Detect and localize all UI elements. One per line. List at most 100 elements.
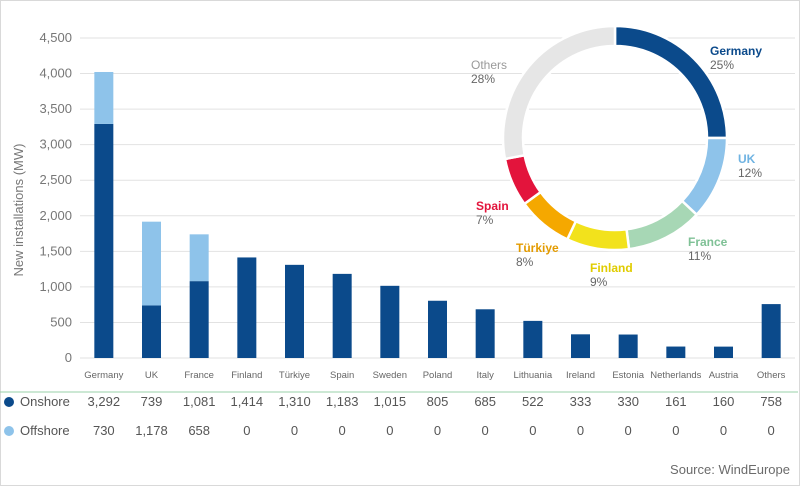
bar-onshore bbox=[142, 305, 161, 358]
category-label: Ireland bbox=[566, 370, 595, 381]
y-tick-label: 3,000 bbox=[39, 137, 72, 152]
y-tick-label: 3,500 bbox=[39, 101, 72, 116]
donut-label-name: Germany bbox=[710, 44, 762, 58]
category-label: Sweden bbox=[373, 370, 407, 381]
bars bbox=[94, 71, 781, 358]
table-cell: 1,183 bbox=[326, 394, 359, 409]
category-label: Finland bbox=[231, 370, 262, 381]
y-tick-label: 0 bbox=[65, 350, 72, 365]
bar-onshore bbox=[189, 281, 209, 358]
table-cell: 522 bbox=[522, 394, 544, 409]
bar-onshore bbox=[332, 273, 352, 358]
donut-slice-germany bbox=[613, 24, 729, 140]
category-label: Others bbox=[757, 370, 786, 381]
category-label: Estonia bbox=[612, 370, 644, 381]
table-cell: 0 bbox=[529, 423, 536, 438]
bar-offshore bbox=[142, 221, 161, 306]
table-cell: 0 bbox=[768, 423, 775, 438]
table-cell: 0 bbox=[720, 423, 727, 438]
table-cell: 0 bbox=[386, 423, 393, 438]
table-cell: 0 bbox=[243, 423, 250, 438]
y-tick-label: 2,500 bbox=[39, 172, 72, 187]
bar-onshore bbox=[523, 320, 543, 358]
y-axis-ticks: 0 500 1,000 1,500 2,000 2,500 3,000 3,500 4,000 4… bbox=[39, 30, 72, 365]
bar-offshore bbox=[189, 234, 209, 282]
bar-onshore bbox=[761, 304, 781, 358]
y-tick-label: 1,000 bbox=[39, 279, 72, 294]
table-cell: 1,081 bbox=[183, 394, 216, 409]
table-cell: 730 bbox=[93, 423, 115, 438]
table-cell: 1,178 bbox=[135, 423, 168, 438]
table-cell: 0 bbox=[482, 423, 489, 438]
y-tick-label: 4,000 bbox=[39, 66, 72, 81]
donut-label-percent: 9% bbox=[590, 275, 608, 289]
donut-label-percent: 28% bbox=[471, 72, 495, 86]
series-name: Onshore bbox=[20, 394, 70, 409]
table-cell: 739 bbox=[141, 394, 163, 409]
donut-slice-finland bbox=[565, 219, 631, 252]
donut-label-name: UK bbox=[738, 152, 756, 166]
bar-onshore bbox=[714, 346, 733, 358]
donut-label-percent: 11% bbox=[688, 249, 711, 263]
category-label: Lithuania bbox=[514, 370, 553, 381]
donut-label-name: Others bbox=[471, 58, 507, 72]
donut-label-percent: 8% bbox=[516, 255, 534, 269]
legend-marker-onshore bbox=[4, 397, 14, 407]
table-cell: 658 bbox=[188, 423, 210, 438]
table-cell: 160 bbox=[713, 394, 735, 409]
table-cell: 0 bbox=[434, 423, 441, 438]
category-label: Poland bbox=[423, 370, 453, 381]
table-cell: 758 bbox=[760, 394, 782, 409]
bar-onshore bbox=[237, 257, 257, 358]
donut-slice-others bbox=[501, 24, 617, 161]
bar-onshore bbox=[666, 346, 686, 358]
donut-label-percent: 12% bbox=[738, 166, 762, 180]
table-cell: 0 bbox=[339, 423, 346, 438]
y-tick-label: 2,000 bbox=[39, 208, 72, 223]
category-label: Spain bbox=[330, 370, 354, 381]
table-cell: 333 bbox=[570, 394, 592, 409]
category-label: France bbox=[184, 370, 214, 381]
table-cell: 3,292 bbox=[88, 394, 121, 409]
table-cell: 0 bbox=[291, 423, 298, 438]
bar-offshore bbox=[94, 71, 114, 124]
bar-onshore bbox=[571, 334, 590, 358]
y-tick-label: 1,500 bbox=[39, 243, 72, 258]
data-table: Onshore 3,292 739 1,081 1,414 1,310 1,183 1,015… bbox=[4, 394, 782, 438]
table-cell: 330 bbox=[617, 394, 639, 409]
donut-slice-spain bbox=[503, 153, 543, 206]
bar-onshore bbox=[285, 264, 304, 358]
table-cell: 685 bbox=[474, 394, 496, 409]
donut-label-name: Spain bbox=[476, 199, 509, 213]
donut-slice-uk bbox=[680, 136, 729, 217]
category-label: Germany bbox=[84, 370, 123, 381]
category-label: Italy bbox=[476, 370, 494, 381]
bar-onshore bbox=[475, 309, 495, 358]
category-label: UK bbox=[145, 370, 159, 381]
category-label: Austria bbox=[709, 370, 739, 381]
bar-onshore bbox=[618, 334, 638, 358]
series-name: Offshore bbox=[20, 423, 70, 438]
table-cell: 0 bbox=[577, 423, 584, 438]
category-label: Netherlands bbox=[650, 370, 701, 381]
donut-slice-france bbox=[625, 199, 699, 251]
x-axis-categories: Germany UK France Finland Türkiye Spain Sweden… bbox=[84, 370, 785, 381]
y-tick-label: 4,500 bbox=[39, 30, 72, 45]
donut-label-name: France bbox=[688, 235, 728, 249]
table-cell: 805 bbox=[427, 394, 449, 409]
legend-marker-offshore bbox=[4, 426, 14, 436]
y-axis-label: New installations (MW) bbox=[11, 144, 26, 277]
bar-onshore bbox=[380, 285, 400, 358]
table-cell: 0 bbox=[672, 423, 679, 438]
table-cell: 0 bbox=[625, 423, 632, 438]
donut-label-name: Finland bbox=[590, 261, 633, 275]
table-cell: 1,414 bbox=[231, 394, 264, 409]
bar-onshore bbox=[428, 300, 447, 358]
y-tick-label: 500 bbox=[50, 314, 72, 329]
donut-label-percent: 7% bbox=[476, 213, 494, 227]
bar-onshore bbox=[94, 123, 114, 358]
table-cell: 161 bbox=[665, 394, 687, 409]
category-label: Türkiye bbox=[279, 370, 310, 381]
